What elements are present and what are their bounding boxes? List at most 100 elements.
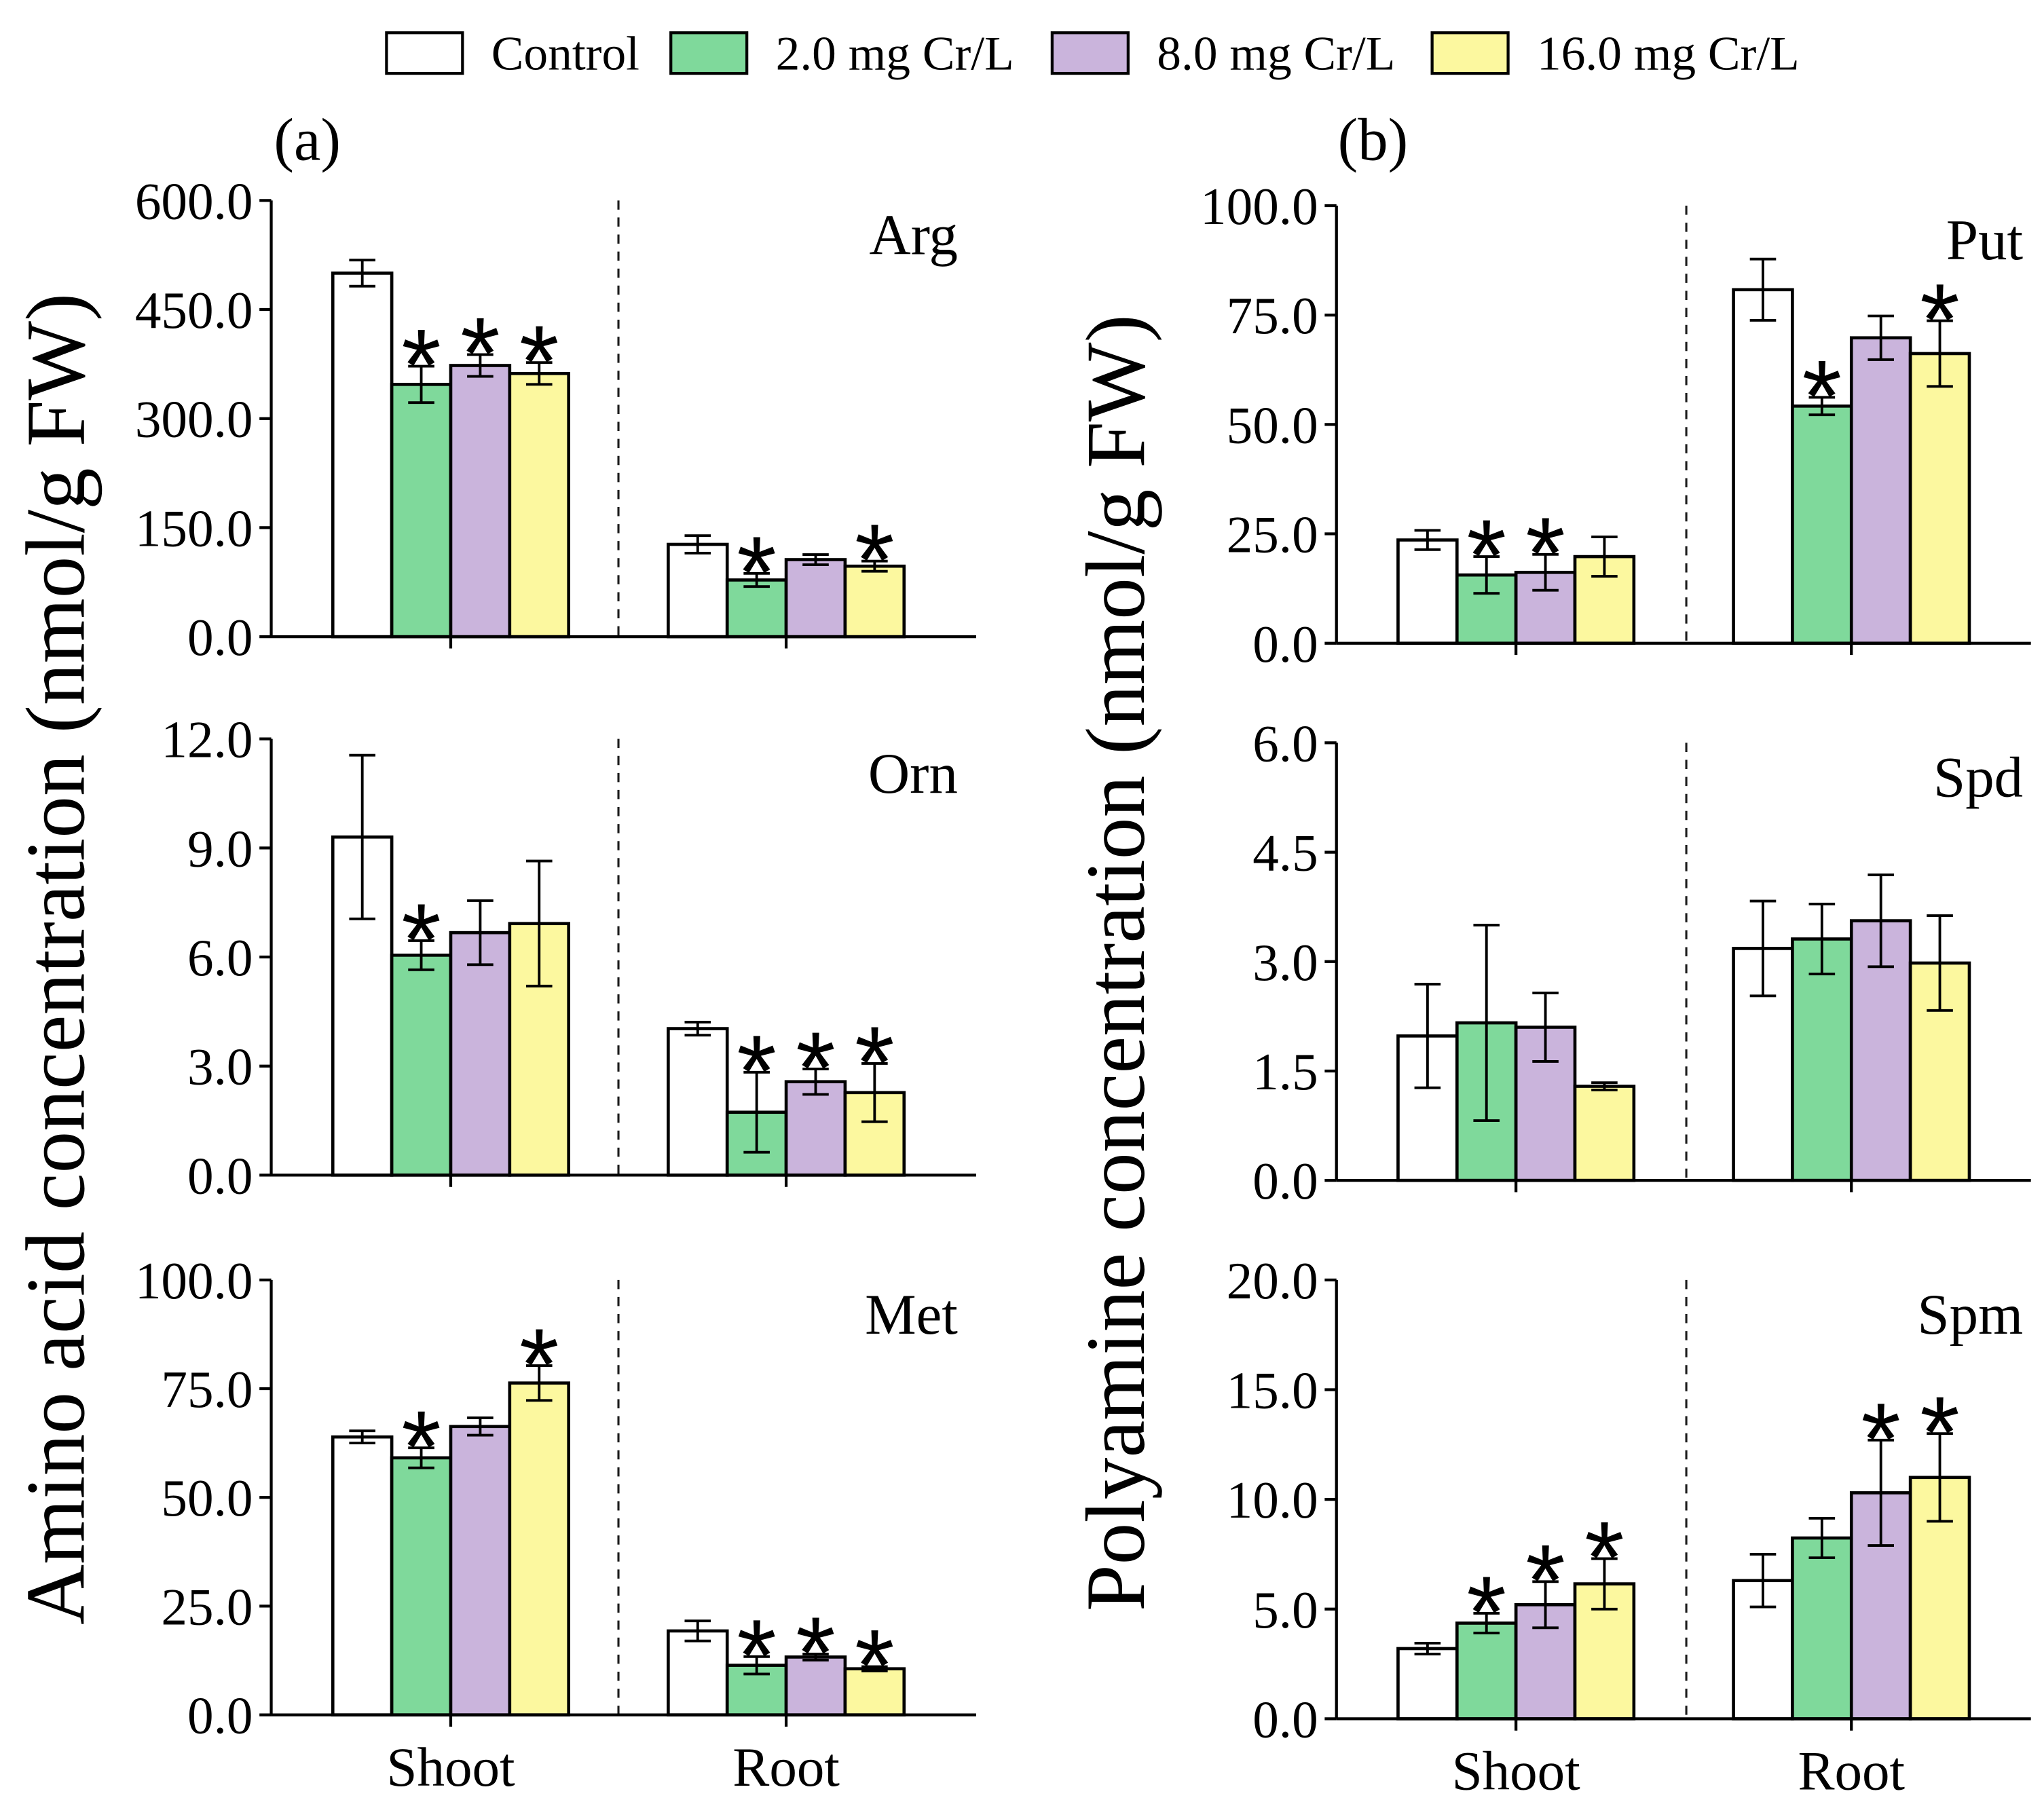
error-bar-spd-root-control — [1749, 899, 1777, 998]
bar-spm-shoot-control — [1396, 1647, 1459, 1721]
significance-markers: **** — [1466, 263, 1959, 612]
error-bar-arg-shoot-control — [349, 259, 375, 288]
bar-met-shoot-16-0-mg-cr-l — [508, 1381, 570, 1716]
significance-star-orn-root-8-0-mg-cr-l: * — [796, 1011, 836, 1125]
y-tick-label: 0.0 — [187, 608, 253, 667]
y-tick-label: 12.0 — [161, 711, 253, 769]
bar-spd-shoot-16-0-mg-cr-l — [1573, 1085, 1636, 1182]
error-bar-arg-root-2-0-mg-cr-l — [743, 571, 770, 588]
significance-star-arg-root-2-0-mg-cr-l: * — [737, 515, 777, 629]
y-tick-label: 75.0 — [161, 1360, 253, 1419]
error-bar-orn-root-16-0-mg-cr-l — [861, 1062, 888, 1123]
subplot-title: Orn — [868, 742, 958, 806]
error-bar-met-shoot-8-0-mg-cr-l — [467, 1416, 494, 1437]
significance-star-orn-root-16-0-mg-cr-l: * — [855, 1005, 895, 1119]
significance-star-orn-shoot-2-0-mg-cr-l: * — [401, 882, 441, 996]
error-bars — [349, 259, 888, 588]
y-tick-label: 25.0 — [161, 1577, 253, 1636]
y-tick-label: 25.0 — [1227, 506, 1318, 564]
significance-star-spm-shoot-2-0-mg-cr-l: * — [1466, 1555, 1506, 1669]
error-bar-spd-shoot-16-0-mg-cr-l — [1591, 1081, 1618, 1091]
error-bar-orn-shoot-control — [349, 753, 375, 920]
y-tick-label: 15.0 — [1227, 1361, 1318, 1419]
error-bar-spm-shoot-2-0-mg-cr-l — [1473, 1611, 1500, 1634]
error-bar-put-shoot-16-0-mg-cr-l — [1591, 536, 1618, 578]
y-tick-label: 450.0 — [135, 281, 253, 339]
legend-swatch-16-0-mg-cr-l — [1430, 31, 1510, 75]
panel-b-polyamines: (b)Polyamine concentration (nmol/g FW) **… — [1069, 107, 2031, 1802]
significance-star-spm-root-8-0-mg-cr-l: * — [1861, 1382, 1901, 1496]
error-bar-met-shoot-control — [349, 1429, 375, 1445]
significance-star-met-shoot-16-0-mg-cr-l: * — [519, 1307, 559, 1421]
y-tick-label: 75.0 — [1227, 286, 1318, 345]
error-bar-arg-shoot-2-0-mg-cr-l — [408, 364, 434, 405]
error-bar-spd-root-16-0-mg-cr-l — [1927, 914, 1953, 1012]
legend-swatch-2-0-mg-cr-l — [669, 31, 749, 75]
category-label-shoot: Shoot — [1452, 1741, 1581, 1802]
error-bar-met-root-control — [684, 1619, 711, 1643]
bar-arg-shoot-8-0-mg-cr-l — [449, 364, 512, 639]
error-bar-spm-root-8-0-mg-cr-l — [1868, 1438, 1895, 1547]
subplot-put: **** 0.0 25.0 50.0 75.0 100.0 Put — [1200, 177, 2031, 673]
y-tick-label: 0.0 — [1252, 615, 1318, 673]
bar-orn-shoot-8-0-mg-cr-l — [449, 931, 512, 1177]
bar-put-root-2-0-mg-cr-l — [1791, 404, 1853, 645]
error-bar-spm-shoot-control — [1414, 1641, 1441, 1655]
y-tick-label: 0.0 — [1252, 1690, 1318, 1748]
error-bar-spm-root-16-0-mg-cr-l — [1927, 1432, 1953, 1523]
bar-met-shoot-control — [331, 1435, 394, 1716]
bar-put-root-control — [1732, 288, 1794, 645]
error-bar-orn-shoot-2-0-mg-cr-l — [408, 939, 434, 971]
bar-put-root-8-0-mg-cr-l — [1849, 336, 1912, 645]
error-bars — [1414, 873, 1953, 1122]
error-bar-met-shoot-16-0-mg-cr-l — [525, 1364, 553, 1402]
subplot-title: Spm — [1917, 1283, 2023, 1347]
significance-markers: ***** — [401, 1307, 894, 1722]
y-tick-label: 100.0 — [135, 1252, 253, 1310]
y-tick-label: 100.0 — [1200, 177, 1318, 236]
significance-star-spm-shoot-8-0-mg-cr-l: * — [1525, 1524, 1565, 1638]
significance-star-arg-shoot-16-0-mg-cr-l: * — [519, 304, 559, 418]
error-bar-orn-shoot-8-0-mg-cr-l — [467, 899, 494, 966]
error-bar-spm-shoot-8-0-mg-cr-l — [1532, 1580, 1559, 1630]
category-label-shoot: Shoot — [386, 1737, 515, 1798]
legend-label-16-0-mg-cr-l: 16.0 mg Cr/L — [1537, 26, 1800, 80]
subplot-title: Spd — [1933, 746, 2023, 810]
significance-star-met-shoot-2-0-mg-cr-l: * — [401, 1389, 441, 1503]
significance-star-arg-shoot-8-0-mg-cr-l: * — [460, 297, 500, 411]
error-bar-orn-root-2-0-mg-cr-l — [743, 1070, 770, 1154]
subplot-title: Put — [1946, 208, 2024, 272]
y-tick-label: 6.0 — [1252, 714, 1318, 772]
y-tick-label: 9.0 — [187, 819, 253, 878]
y-tick-label: 3.0 — [1252, 933, 1318, 992]
error-bar-arg-root-16-0-mg-cr-l — [861, 559, 888, 573]
significance-markers: ***** — [1466, 1375, 1959, 1669]
bar-orn-root-control — [667, 1027, 729, 1177]
error-bar-spd-shoot-2-0-mg-cr-l — [1473, 924, 1500, 1122]
y-tick-label: 150.0 — [135, 499, 253, 557]
significance-star-met-root-2-0-mg-cr-l: * — [737, 1598, 777, 1712]
significance-star-put-shoot-8-0-mg-cr-l: * — [1525, 496, 1565, 610]
bars — [1396, 288, 1971, 645]
category-label-root: Root — [732, 1737, 840, 1798]
bar-spm-root-2-0-mg-cr-l — [1791, 1536, 1853, 1721]
y-tick-label: 0.0 — [187, 1146, 253, 1205]
error-bar-orn-root-8-0-mg-cr-l — [802, 1068, 829, 1096]
y-tick-label: 6.0 — [187, 928, 253, 987]
error-bar-arg-root-control — [684, 534, 711, 555]
y-tick-label: 300.0 — [135, 390, 253, 449]
bar-put-shoot-control — [1396, 538, 1459, 645]
y-tick-label: 4.5 — [1252, 824, 1318, 882]
significance-star-spm-root-16-0-mg-cr-l: * — [1920, 1375, 1960, 1489]
panel-a-amino-acids: (a) Amino acid concentration (nmol/g FW) *… — [10, 107, 976, 1798]
panel-label: (b) — [1338, 107, 1409, 173]
bar-arg-root-control — [667, 542, 729, 639]
error-bars — [349, 1364, 888, 1676]
y-tick-label: 50.0 — [1227, 396, 1318, 454]
significance-star-arg-shoot-2-0-mg-cr-l: * — [401, 308, 441, 422]
